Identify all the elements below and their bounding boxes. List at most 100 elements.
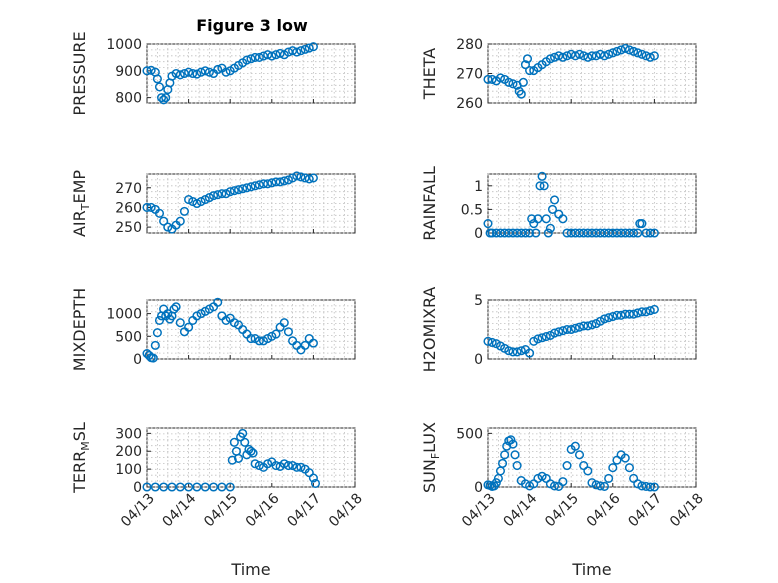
data-point — [308, 338, 318, 348]
data-point — [310, 478, 321, 488]
data-point — [531, 228, 541, 238]
data-point — [550, 481, 560, 491]
data-point — [558, 326, 568, 336]
data-point — [579, 321, 589, 331]
data-point — [518, 77, 528, 87]
data-point — [637, 219, 647, 229]
data-point — [296, 462, 306, 472]
data-point — [587, 51, 597, 61]
x-tick-label: 04/16 — [243, 490, 283, 530]
data-point — [520, 228, 530, 238]
data-point — [562, 324, 572, 335]
data-point — [304, 43, 314, 53]
data-point — [275, 177, 285, 187]
y-tick-label: 0 — [474, 226, 483, 242]
data-point — [541, 332, 551, 342]
data-point — [159, 95, 169, 105]
y-axis-label: PRESSURE — [70, 31, 89, 115]
data-point — [604, 473, 614, 483]
data-point — [254, 460, 264, 471]
data-point — [608, 463, 618, 473]
figure-title: Figure 3 low — [196, 16, 308, 35]
data-point — [225, 187, 235, 197]
y-tick-label: 900 — [115, 64, 142, 80]
x-tick-label: 04/14 — [501, 490, 541, 530]
data-point — [308, 42, 318, 52]
data-point — [506, 435, 516, 445]
data-point — [645, 52, 655, 62]
y-tick-label: 1 — [474, 179, 483, 195]
subplot-2: 260 270 280 THETA — [420, 37, 697, 112]
data-point — [271, 177, 281, 187]
data-point — [543, 228, 553, 238]
data-point — [558, 214, 568, 224]
data-point — [292, 47, 302, 57]
data-point — [267, 178, 277, 188]
data-point — [238, 184, 248, 194]
data-point — [629, 46, 639, 56]
data-point — [595, 481, 605, 491]
y-axis-label: RAINFALL — [420, 166, 439, 241]
data-point — [520, 60, 530, 70]
data-point — [192, 69, 202, 79]
data-point — [645, 482, 655, 492]
data-point — [171, 302, 181, 312]
data-point — [161, 93, 171, 103]
data-point — [263, 179, 273, 189]
data-point — [175, 318, 185, 328]
data-point — [188, 68, 198, 79]
data-point — [608, 311, 618, 322]
data-point — [483, 219, 493, 229]
data-point — [213, 190, 223, 200]
data-point — [175, 70, 185, 80]
data-point — [152, 74, 162, 84]
data-point — [633, 48, 643, 58]
data-point — [254, 336, 264, 346]
data-point — [267, 51, 277, 61]
data-point — [200, 66, 210, 76]
data-point — [616, 310, 626, 320]
data-point — [279, 318, 289, 328]
y-tick-label: 500 — [115, 329, 142, 345]
data-point — [604, 313, 614, 323]
data-point — [545, 223, 555, 233]
data-point — [649, 51, 659, 61]
data-point — [296, 46, 306, 56]
subplot-1: 800 900 1000 PRESSURE — [70, 31, 356, 116]
y-axis-label: MIXDEPTH — [70, 288, 89, 371]
data-point — [516, 346, 526, 356]
data-point — [620, 43, 630, 53]
data-point — [258, 179, 269, 189]
data-point — [279, 459, 289, 469]
data-point — [275, 48, 285, 58]
y-axis-label: SUNFLUX — [420, 422, 442, 493]
x-tick-label: 04/18 — [326, 491, 366, 531]
y-tick-label: 260 — [456, 96, 483, 112]
data-point — [637, 481, 647, 491]
data-point — [624, 309, 634, 319]
data-point — [142, 66, 152, 76]
data-point — [525, 348, 535, 358]
y-tick-label: 0.5 — [461, 202, 483, 218]
y-tick-label: 300 — [115, 426, 142, 442]
data-point — [599, 51, 610, 61]
y-tick-label: 1000 — [106, 307, 142, 323]
data-point — [504, 77, 514, 87]
data-point — [537, 171, 547, 181]
y-tick-label: 260 — [115, 200, 142, 216]
x-tick-label: 04/15 — [201, 491, 241, 531]
data-point — [154, 208, 165, 218]
data-point — [550, 328, 560, 338]
x-tick-label: 04/17 — [625, 491, 665, 531]
data-point — [599, 481, 610, 492]
x-tick-label: 04/16 — [584, 490, 624, 530]
y-tick-label: 250 — [115, 220, 142, 236]
data-point — [229, 186, 239, 196]
subplot-4: 0 0.5 1 RAINFALL — [420, 166, 697, 242]
data-point — [246, 446, 256, 456]
data-point — [633, 308, 643, 318]
data-point — [250, 459, 260, 469]
data-point — [271, 329, 281, 339]
data-point — [508, 347, 518, 357]
